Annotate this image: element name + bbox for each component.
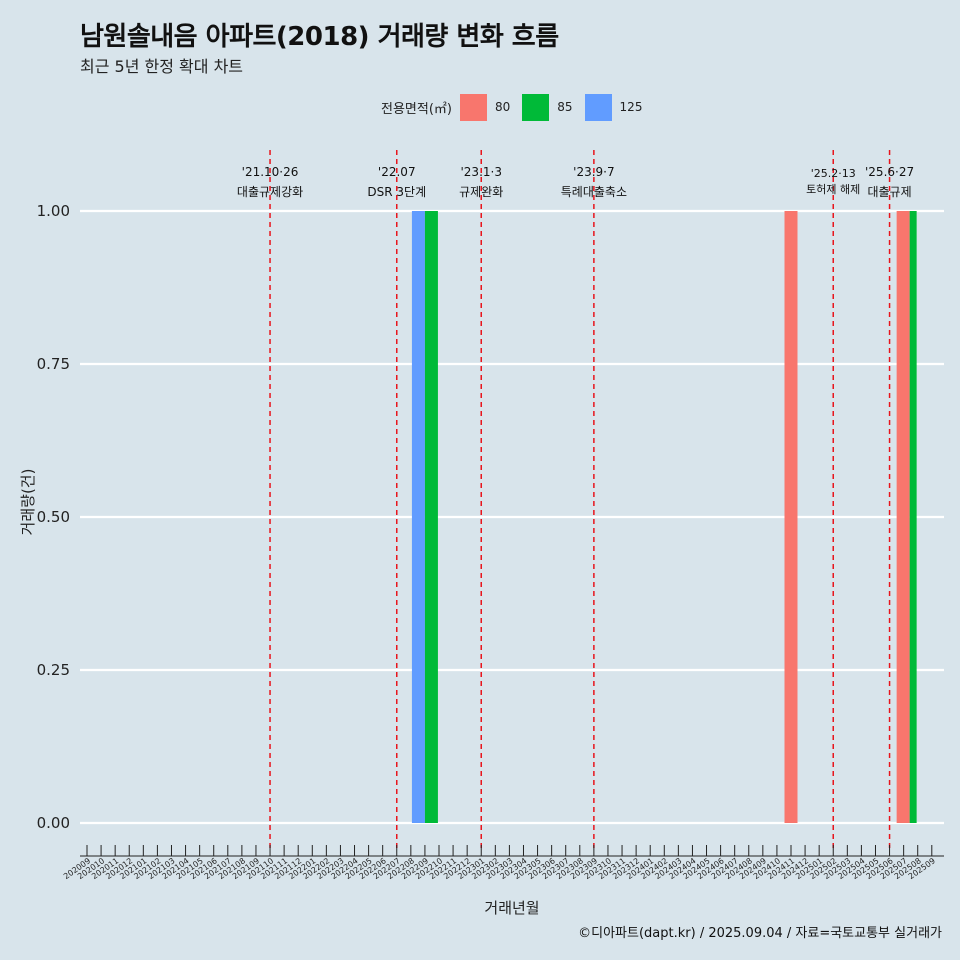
legend-item-85: 85 [522,93,578,121]
x-axis-title: 거래년월 [484,899,539,917]
legend-title: 전용면적(㎡) [381,101,452,117]
y-axis-title: 거래량(건) [19,469,37,536]
event-date-label: '22.07 [378,165,416,179]
legend-label-80: 80 [494,100,511,114]
event-date-label: '25.6·27 [865,165,914,179]
legend-item-80: 80 [459,93,516,121]
y-tick-label: 0.50 [37,508,70,526]
y-tick-label: 0.00 [37,814,70,832]
event-label: 대출규제강화 [237,185,303,199]
bar-202209-85 [424,211,438,823]
bar-202411-80 [784,211,798,823]
y-tick-label: 1.00 [37,202,70,220]
legend-swatch-125 [584,93,612,121]
legend-label-85: 85 [557,100,573,114]
legend-swatch-80 [459,93,487,121]
legend-item-125: 125 [584,93,649,121]
event-label: DSR 3단계 [367,185,426,199]
legend-swatch-85 [522,93,550,121]
event-label: 규제완화 [459,185,503,199]
y-tick-label: 0.25 [37,661,70,679]
event-label: 대출규제 [867,185,911,199]
event-date-label: '21.10·26 [242,165,299,179]
bar-202507-85 [909,211,917,823]
event-date-label: '25.2·13 [811,167,856,180]
bar-202507-80 [896,211,910,823]
bar-202209-125 [411,211,425,823]
chart-subtitle: 최근 5년 한정 확대 차트 [80,57,244,76]
legend: 전용면적(㎡) 80 85 125 [381,93,654,121]
legend-label-125: 125 [619,100,643,114]
event-label: 특례대출축소 [561,185,627,199]
event-date-label: '23.1·3 [461,165,502,179]
source-caption: ©디아파트(dapt.kr) / 2025.09.04 / 자료=국토교통부 실… [578,926,942,941]
event-date-label: '23.9·7 [573,165,614,179]
event-label: 토허제 해제 [806,182,860,196]
y-tick-label: 0.75 [37,355,70,373]
chart-title: 남원솔내음 아파트(2018) 거래량 변화 흐름 [80,22,559,52]
